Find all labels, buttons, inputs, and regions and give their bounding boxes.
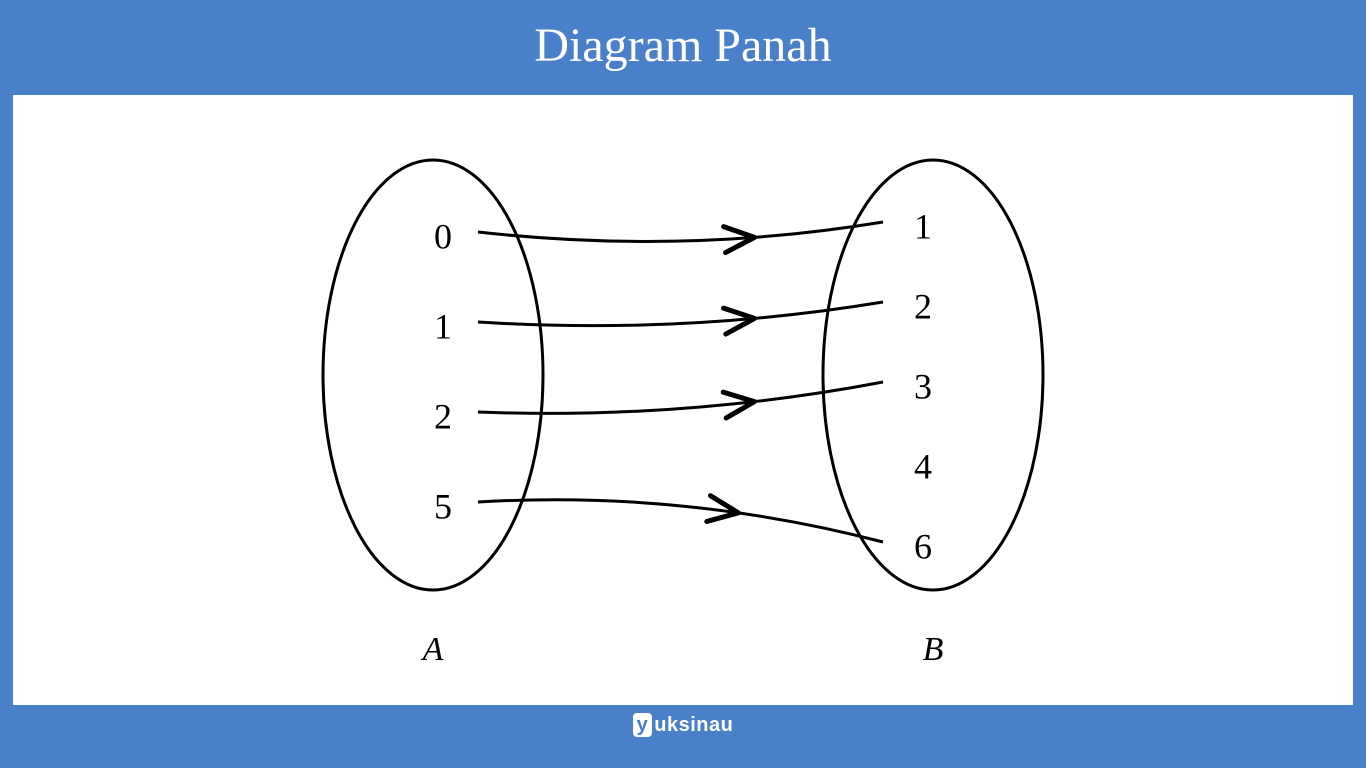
set-label-a: A <box>421 631 444 668</box>
brand-text: uksinau <box>654 714 733 736</box>
set-element: 6 <box>914 526 932 566</box>
set-element: 1 <box>914 206 932 246</box>
set-element: 1 <box>434 306 452 346</box>
page-title: Diagram Panah <box>0 18 1366 73</box>
set-element: 2 <box>434 396 452 436</box>
set-element: 0 <box>434 216 452 256</box>
arrow-diagram: 0 1 2 5 1 2 3 4 6 A B <box>283 120 1083 680</box>
mapping-arrow <box>478 500 883 542</box>
set-element: 3 <box>914 366 932 406</box>
set-label-b: B <box>923 631 944 668</box>
set-element: 4 <box>914 446 932 486</box>
footer-brand: yuksinau <box>0 705 1366 737</box>
header: Diagram Panah <box>0 0 1366 95</box>
brand-badge: y <box>633 713 653 737</box>
diagram-canvas: 0 1 2 5 1 2 3 4 6 A B <box>13 95 1353 705</box>
mapping-arrow <box>478 222 883 241</box>
set-element: 2 <box>914 286 932 326</box>
set-ellipse <box>823 160 1043 590</box>
set-element: 5 <box>434 486 452 526</box>
set-ellipse <box>323 160 543 590</box>
